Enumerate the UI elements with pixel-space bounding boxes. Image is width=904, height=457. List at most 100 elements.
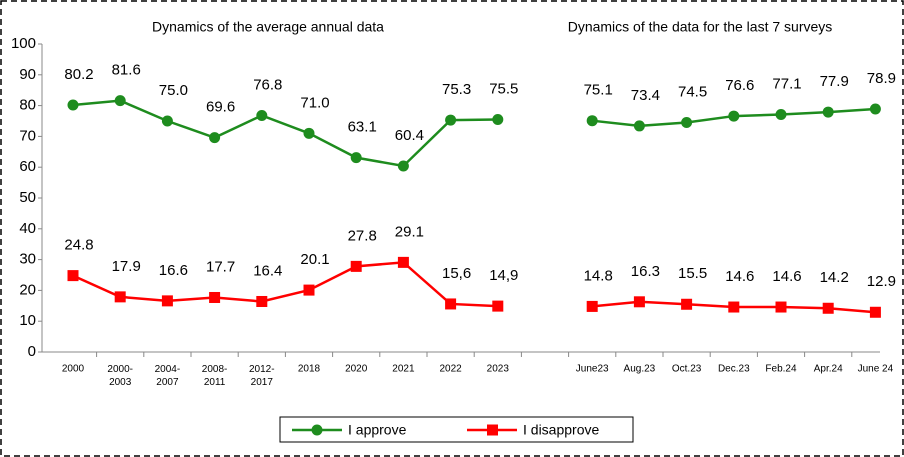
data-label: 74.5 <box>678 84 707 101</box>
data-label: 17.7 <box>206 258 235 275</box>
data-label: 81.6 <box>112 62 141 79</box>
x-tick-label: 2018 <box>298 364 321 375</box>
y-tick-label: 60 <box>19 158 36 175</box>
x-tick-label: Apr.24 <box>814 364 843 375</box>
y-tick-label: 80 <box>19 97 36 114</box>
data-label: 71.0 <box>300 94 329 111</box>
x-tick-label: 2008- 2011 <box>202 364 228 388</box>
marker <box>67 270 79 282</box>
y-tick-label: 100 <box>11 35 36 52</box>
legend-marker <box>311 424 323 436</box>
marker <box>114 291 126 303</box>
x-tick-label-line: 2000- <box>107 364 133 375</box>
data-label: 17.9 <box>112 258 141 275</box>
marker <box>775 109 787 121</box>
data-label: 73.4 <box>631 87 660 104</box>
marker <box>303 127 315 139</box>
marker <box>67 99 79 111</box>
x-tick-label-line: 2017 <box>251 377 274 388</box>
data-label: 16.6 <box>159 262 188 279</box>
marker <box>350 152 362 164</box>
marker <box>350 260 362 272</box>
x-tick-label: 2000 <box>62 364 85 375</box>
x-tick-label: 2021 <box>392 364 415 375</box>
data-label: 80.2 <box>64 66 93 83</box>
marker <box>681 298 693 310</box>
x-tick-label: June23 <box>576 364 609 375</box>
marker <box>728 301 740 313</box>
x-tick-label-line: 2008- <box>202 364 228 375</box>
marker <box>161 295 173 307</box>
marker <box>869 103 881 115</box>
marker <box>445 114 457 126</box>
x-tick-label: 2020 <box>345 364 368 375</box>
marker <box>633 120 645 132</box>
data-label: 16.4 <box>253 262 282 279</box>
y-tick-label: 90 <box>19 66 36 83</box>
x-tick-label-line: 2004- <box>155 364 181 375</box>
x-tick-label: 2023 <box>487 364 510 375</box>
y-tick-label: 50 <box>19 189 36 206</box>
legend-marker <box>487 424 498 436</box>
marker <box>586 115 598 127</box>
data-label: 75.5 <box>489 80 518 97</box>
x-tick-label-line: 2003 <box>109 377 132 388</box>
marker <box>114 95 126 107</box>
x-tick-label-line: 2007 <box>156 377 179 388</box>
marker <box>161 115 173 127</box>
marker <box>822 302 834 314</box>
legend-label: I disapprove <box>523 422 599 438</box>
y-tick-label: 0 <box>28 343 36 360</box>
marker <box>209 291 221 303</box>
data-label: 69.6 <box>206 99 235 116</box>
data-label: 77.1 <box>772 76 801 93</box>
x-tick-label-line: 2011 <box>204 377 226 388</box>
data-label: 15,6 <box>442 265 471 282</box>
data-label: 63.1 <box>348 119 377 136</box>
data-label: 78.9 <box>867 70 896 87</box>
x-tick-label: 2022 <box>439 364 462 375</box>
marker <box>445 298 457 310</box>
data-label: 75.0 <box>159 82 188 99</box>
data-label: 75.1 <box>584 82 613 99</box>
x-tick-label: Dec.23 <box>718 364 750 375</box>
data-label: 60.4 <box>395 127 424 144</box>
data-label: 14.2 <box>820 269 849 286</box>
data-label: 29.1 <box>395 223 424 240</box>
marker <box>775 301 787 313</box>
marker <box>869 306 881 318</box>
data-label: 75.3 <box>442 81 471 98</box>
x-tick-label-line: 2012- <box>249 364 275 375</box>
annotation: Dynamics of the average annual data <box>152 19 384 35</box>
x-tick-label: 2004- 2007 <box>155 364 181 388</box>
data-label: 15.5 <box>678 265 707 282</box>
marker <box>303 284 315 296</box>
data-label: 14,9 <box>489 267 518 284</box>
data-label: 12.9 <box>867 273 896 290</box>
y-tick-label: 30 <box>19 251 36 268</box>
data-label: 20.1 <box>300 251 329 268</box>
marker <box>256 295 268 307</box>
marker <box>492 300 504 312</box>
data-label: 76.8 <box>253 76 282 93</box>
data-label: 24.8 <box>64 237 93 254</box>
marker <box>728 110 740 122</box>
data-label: 27.8 <box>348 227 377 244</box>
data-label: 14.6 <box>772 268 801 285</box>
x-tick-label: Oct.23 <box>672 364 702 375</box>
data-label: 16.3 <box>631 263 660 280</box>
legend-label: I approve <box>348 422 407 438</box>
data-label: 77.9 <box>820 73 849 90</box>
marker <box>209 132 221 144</box>
y-tick-label: 10 <box>19 312 36 329</box>
y-tick-label: 40 <box>19 220 36 237</box>
data-label: 14.6 <box>725 268 754 285</box>
y-tick-label: 70 <box>19 127 36 144</box>
x-tick-label: Feb.24 <box>765 364 797 375</box>
marker <box>822 106 834 118</box>
data-label: 14.8 <box>584 267 613 284</box>
x-tick-label: 2000- 2003 <box>107 364 133 388</box>
series-line <box>72 261 498 308</box>
